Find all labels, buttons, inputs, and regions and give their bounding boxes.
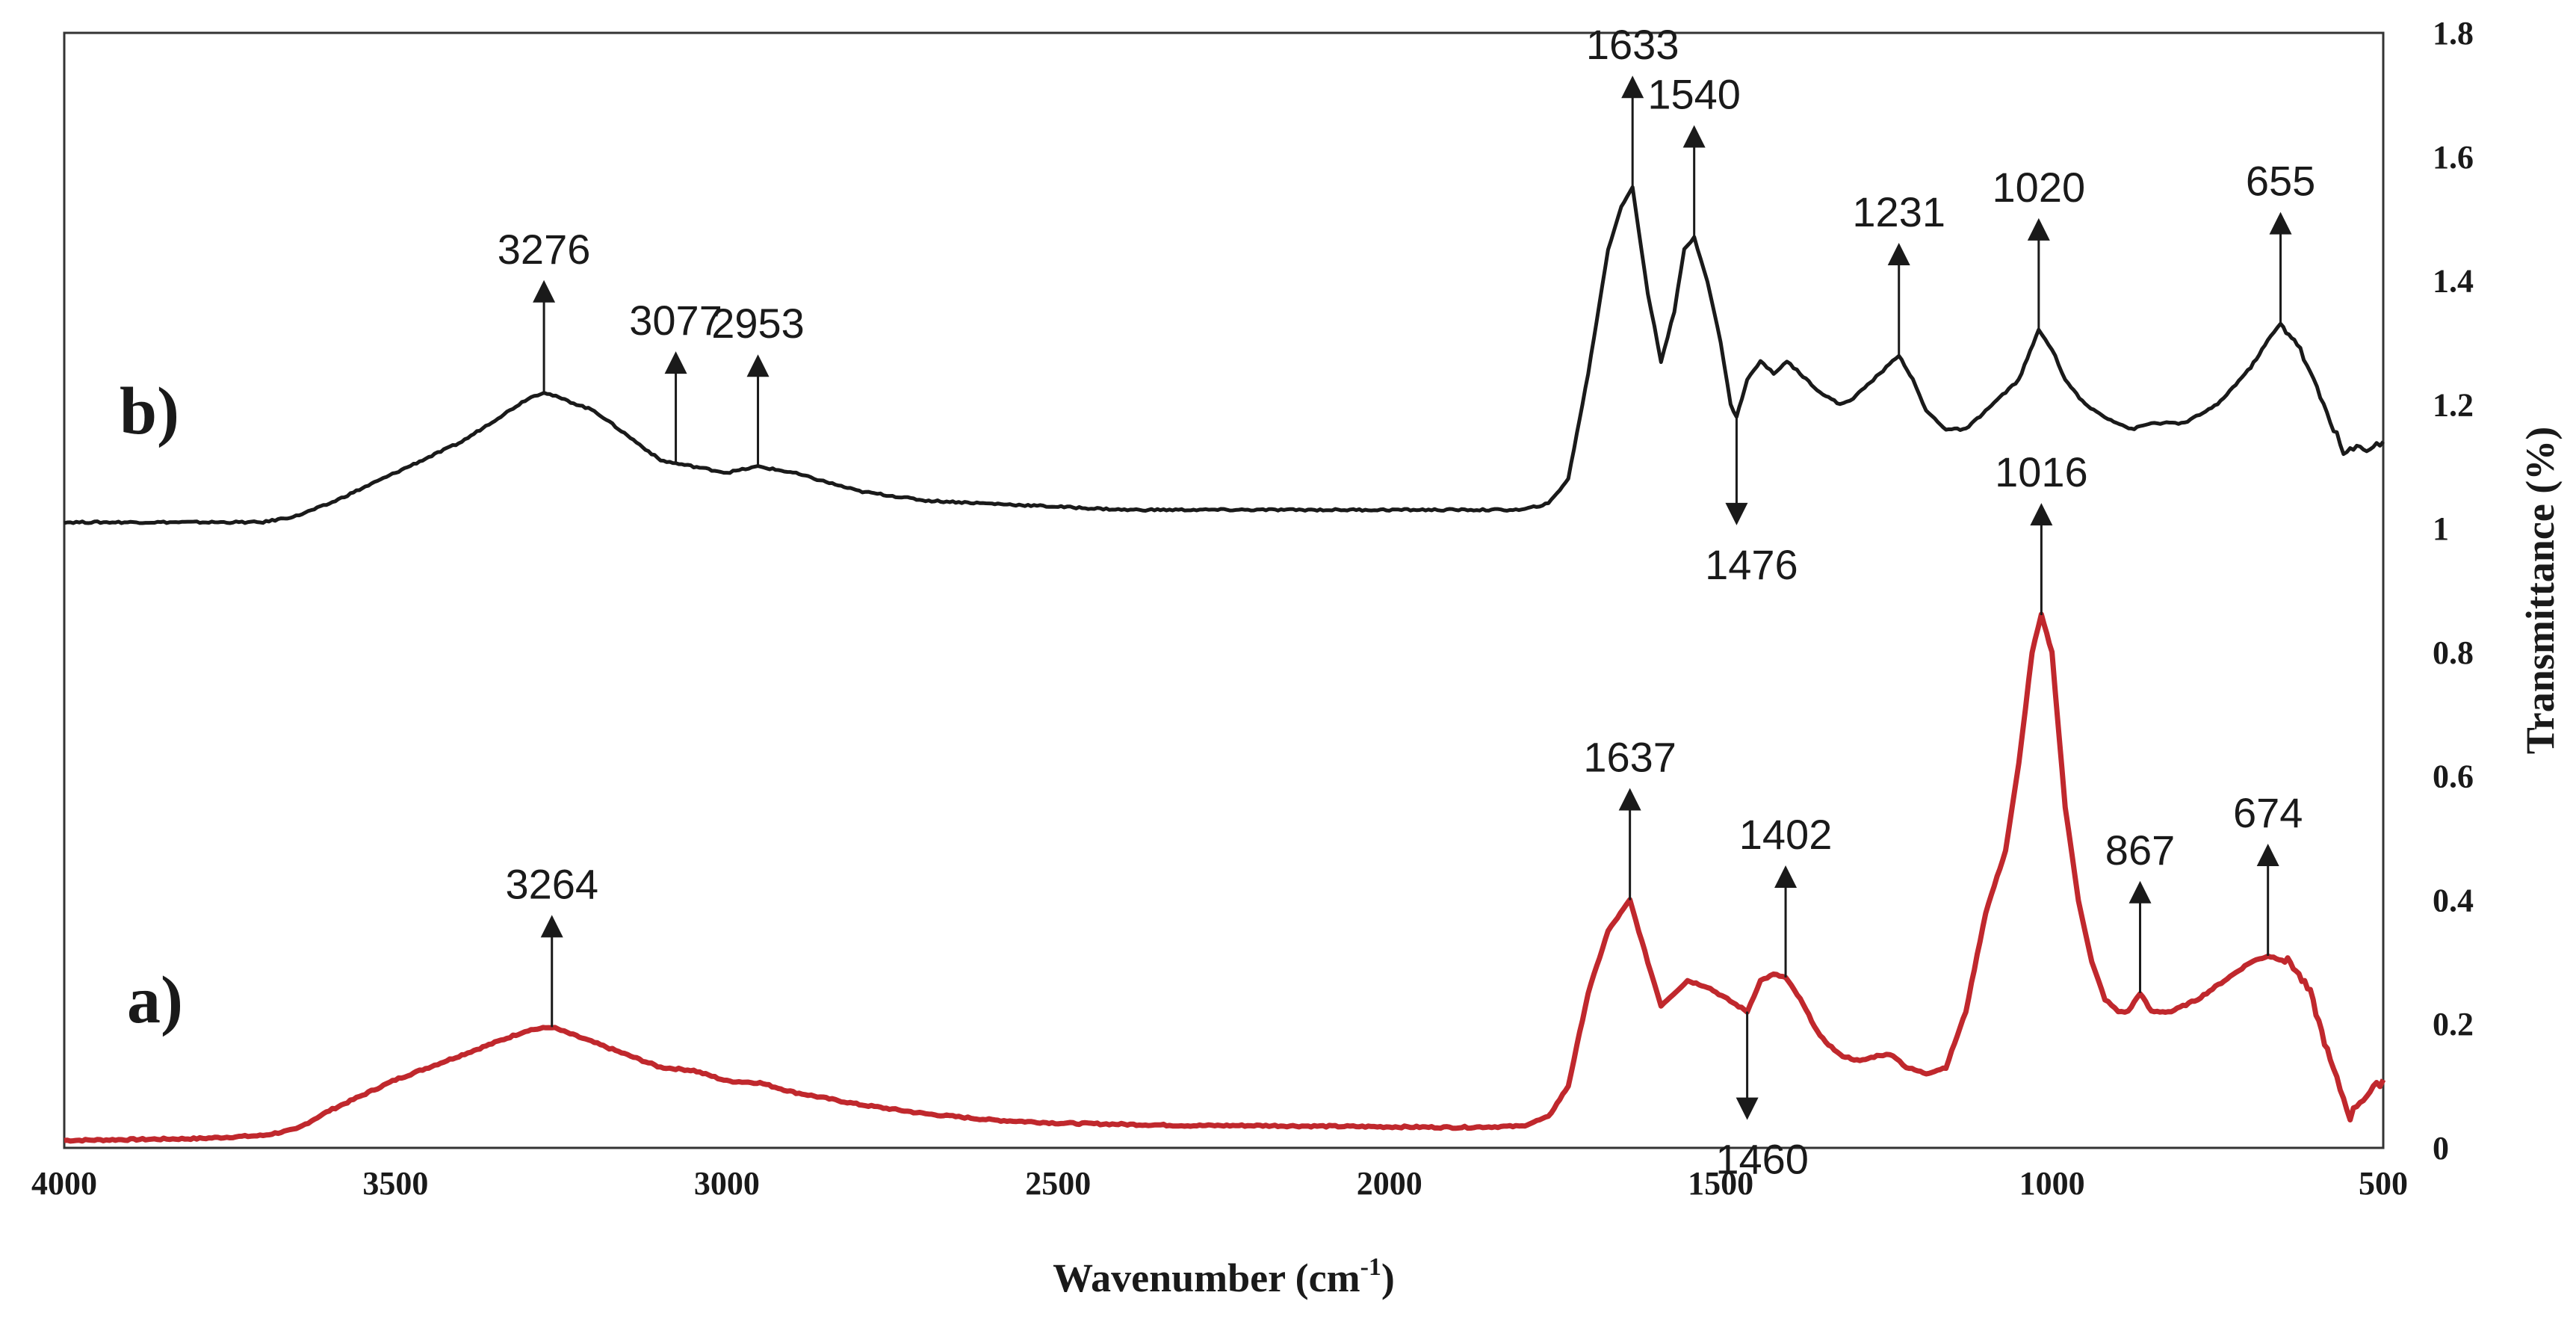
y-tick-label: 1.2 [2433,386,2474,423]
series-label-a: a) [127,963,183,1037]
arrow-head-icon [540,915,563,938]
y-tick-label: 0.4 [2433,882,2474,918]
y-tick-label: 0 [2433,1130,2449,1167]
y-tick-label: 1.6 [2433,139,2474,176]
peak-label: 655 [2246,158,2315,205]
y-tick-label: 0.2 [2433,1006,2474,1043]
series-line-a [64,611,2386,1144]
x-axis-ticks: 4000 3500 3000 2500 2000 1500 1000 500 [31,1165,2408,1202]
x-tick-label: 3000 [694,1165,760,1202]
peak-label: 1633 [1586,21,1679,68]
peak-label: 3264 [505,860,598,907]
arrow-head-icon [1682,125,1706,148]
x-tick-label: 2000 [1357,1165,1422,1202]
series-label-b: b) [120,374,179,448]
arrow-head-icon [2027,217,2050,241]
peak-label: 1402 [1739,811,1833,858]
y-tick-label: 1.4 [2433,263,2474,300]
x-tick-label: 4000 [31,1165,97,1202]
x-tick-label: 3500 [362,1165,428,1202]
arrow-head-icon [2128,880,2152,904]
peak-label: 1020 [1993,164,2086,211]
arrow-head-icon [1725,502,1748,525]
arrow-head-icon [1618,788,1641,811]
y-tick-label: 0.6 [2433,759,2474,795]
arrow-head-icon [664,351,687,374]
arrow-head-icon [2030,503,2053,526]
y-tick-label: 1 [2433,510,2449,547]
arrow-head-icon [2269,211,2292,235]
peak-label: 3276 [498,226,591,273]
x-tick-label: 2500 [1025,1165,1091,1202]
series-layer [64,185,2386,1144]
arrow-head-icon [2256,844,2279,867]
peak-label: 1476 [1705,541,1798,588]
peak-label: 674 [2233,789,2303,836]
x-tick-label: 1000 [2019,1165,2085,1202]
peak-label: 1231 [1852,188,1945,235]
arrow-head-icon [1774,865,1798,889]
peak-label: 1460 [1715,1136,1809,1183]
x-axis-title: Wavenumber (cm-1) [1053,1253,1395,1300]
peak-label: 2953 [711,300,805,347]
series-line-b [64,185,2385,525]
y-tick-label: 0.8 [2433,634,2474,671]
arrow-head-icon [746,354,770,377]
arrow-head-icon [1621,75,1644,99]
arrow-head-icon [533,279,556,303]
peak-label: 1637 [1583,733,1676,780]
plot-frame [63,31,2385,1149]
peak-label: 1540 [1647,71,1741,118]
y-tick-label: 1.8 [2433,15,2474,52]
x-tick-label: 1500 [1688,1165,1753,1202]
y-axis-ticks: 0 0.2 0.4 0.6 0.8 1 1.2 1.4 1.6 1.8 [2433,15,2474,1167]
peak-label: 3077 [629,297,722,344]
y-axis-title: Transmittance (%) [2518,427,2563,754]
arrow-head-icon [1736,1097,1759,1120]
arrow-head-icon [1887,243,1910,266]
peak-label: 867 [2105,827,2175,874]
peak-label: 1016 [1995,448,2088,495]
x-tick-label: 500 [2359,1165,2408,1202]
